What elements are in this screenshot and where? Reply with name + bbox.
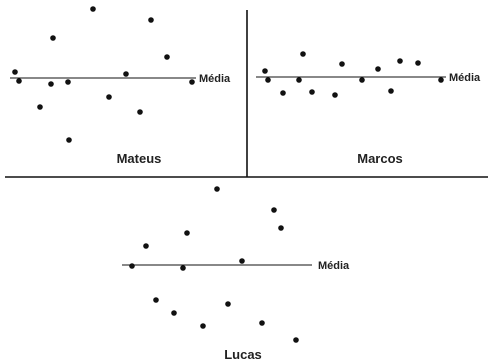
data-point [90,6,96,12]
data-point [137,109,143,115]
data-point [50,35,56,41]
data-point [148,17,154,23]
mean-label: Média [199,73,231,85]
data-point [129,263,135,269]
panel-marcos: Média Marcos [256,51,481,166]
data-point [189,79,195,85]
mean-label: Média [449,72,481,84]
data-point [415,60,421,66]
data-points [12,6,195,143]
data-point [332,92,338,98]
data-point [164,54,170,60]
panel-name: Marcos [357,151,403,166]
data-point [300,51,306,57]
data-point [48,81,54,87]
data-point [239,258,245,264]
data-point [296,77,302,83]
data-point [65,79,71,85]
data-point [143,243,149,249]
mean-label: Média [318,260,350,272]
data-point [259,320,265,326]
data-point [184,230,190,236]
data-points [262,51,444,98]
data-point [388,88,394,94]
data-point [16,78,22,84]
data-point [359,77,365,83]
panel-name: Lucas [224,347,262,362]
data-point [171,310,177,316]
data-point [262,68,268,74]
data-point [280,90,286,96]
data-point [106,94,112,100]
data-points [129,186,299,343]
panel-mateus: Média Mateus [10,6,231,166]
data-point [309,89,315,95]
data-point [438,77,444,83]
panel-name: Mateus [117,151,162,166]
panel-lucas: Média Lucas [122,186,350,362]
data-point [123,71,129,77]
data-point [375,66,381,72]
data-point [37,104,43,110]
data-point [339,61,345,67]
data-point [271,207,277,213]
data-point [153,297,159,303]
data-point [200,323,206,329]
data-point [293,337,299,343]
data-point [225,301,231,307]
data-point [214,186,220,192]
data-point [180,265,186,271]
data-point [265,77,271,83]
data-point [66,137,72,143]
data-point [12,69,18,75]
data-point [278,225,284,231]
data-point [397,58,403,64]
